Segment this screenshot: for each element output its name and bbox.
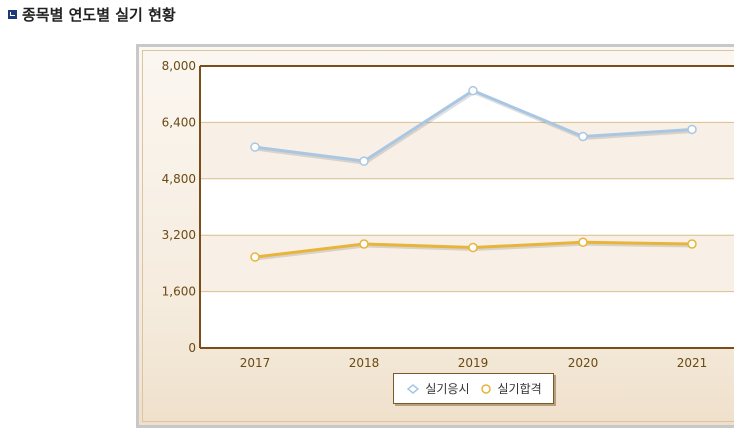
y-tick-label: 3,200 bbox=[162, 228, 196, 242]
data-point bbox=[359, 239, 369, 249]
plot-area bbox=[200, 66, 734, 348]
chart-legend: 실기응시 실기합격 bbox=[393, 373, 554, 404]
y-tick-label: 0 bbox=[188, 341, 196, 355]
x-tick-label: 2018 bbox=[349, 356, 380, 370]
y-tick-label: 8,000 bbox=[162, 59, 196, 73]
data-point bbox=[578, 131, 588, 142]
x-tick-label: 2017 bbox=[240, 356, 271, 370]
legend-label-series-1: 실기응시 bbox=[425, 382, 470, 396]
page-header: 종목별 연도별 실기 현황 bbox=[8, 4, 176, 25]
x-tick-label: 2019 bbox=[458, 356, 489, 370]
data-point bbox=[578, 237, 588, 247]
data-point bbox=[250, 252, 260, 262]
y-tick-label: 4,800 bbox=[162, 172, 196, 186]
data-point bbox=[468, 85, 478, 96]
legend-item-series-2[interactable]: 실기합격 bbox=[478, 380, 542, 397]
data-point bbox=[250, 142, 260, 152]
data-point bbox=[687, 124, 697, 135]
bullet-icon bbox=[8, 10, 17, 19]
data-point bbox=[468, 242, 478, 253]
chart-frame-border bbox=[142, 50, 734, 422]
y-tick-label: 1,600 bbox=[162, 285, 196, 299]
data-point bbox=[359, 156, 369, 166]
x-tick-label: 2020 bbox=[568, 356, 599, 370]
legend-label-series-2: 실기합격 bbox=[497, 382, 542, 396]
x-tick-label: 2021 bbox=[677, 356, 708, 370]
page-title: 종목별 연도별 실기 현황 bbox=[22, 6, 176, 24]
y-tick-label: 6,400 bbox=[162, 115, 196, 129]
diamond-marker-icon bbox=[407, 383, 420, 394]
data-point bbox=[687, 239, 697, 249]
legend-item-series-1[interactable]: 실기응시 bbox=[405, 380, 470, 397]
circle-marker-icon bbox=[480, 383, 491, 394]
